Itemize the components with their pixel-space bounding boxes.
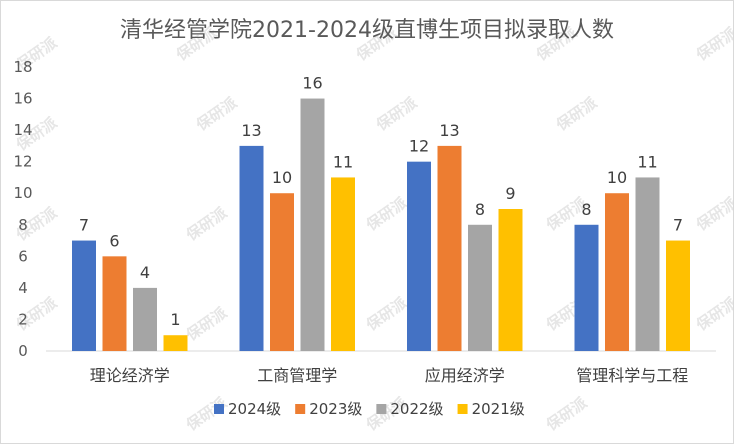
y-tick-label: 8 [18, 216, 28, 234]
x-tick-label: 工商管理学 [257, 366, 337, 385]
y-axis: 0 2 4 6 8 10 12 14 16 18 [13, 58, 32, 360]
data-label: 16 [302, 74, 322, 93]
legend-label: 2024级 [228, 400, 281, 418]
y-tick-label: 18 [13, 58, 32, 76]
y-tick-label: 12 [13, 153, 32, 171]
bar [102, 256, 127, 351]
watermark-text: 保研派 [692, 293, 733, 335]
watermark-text: 保研派 [192, 93, 241, 135]
data-label: 8 [581, 200, 591, 219]
legend-label: 2021级 [472, 400, 525, 418]
bars-layer [72, 98, 690, 351]
y-tick-label: 16 [13, 90, 32, 108]
data-label: 6 [109, 231, 119, 250]
bar [270, 193, 294, 351]
y-tick-label: 14 [13, 121, 32, 139]
data-label: 11 [637, 152, 657, 171]
data-label: 4 [140, 263, 150, 282]
data-label: 8 [475, 200, 485, 219]
legend-label: 2023级 [309, 400, 362, 418]
bar [72, 240, 96, 351]
legend-swatch [295, 404, 306, 414]
bar [437, 145, 462, 351]
bar [498, 209, 523, 351]
bar [574, 224, 599, 351]
bar [468, 224, 492, 351]
data-label: 10 [607, 168, 627, 187]
x-tick-label: 应用经济学 [425, 366, 505, 385]
data-label: 1 [170, 310, 180, 329]
data-label: 10 [272, 168, 292, 187]
data-label: 11 [333, 152, 353, 171]
bar [666, 240, 690, 351]
watermark-text: 保研派 [182, 303, 231, 345]
legend: 2024级 2023级 2022级 2021级 [214, 400, 525, 418]
legend-swatch [457, 404, 468, 414]
watermark-text: 保研派 [542, 393, 591, 435]
bar [163, 335, 188, 351]
data-label: 7 [673, 216, 683, 235]
data-label: 9 [505, 184, 515, 203]
bar [635, 177, 660, 351]
x-axis: 理论经济学 工商管理学 应用经济学 管理科学与工程 [90, 366, 689, 385]
y-tick-label: 6 [18, 247, 28, 265]
legend-label: 2022级 [390, 400, 443, 418]
bar [605, 193, 629, 351]
data-label: 7 [79, 216, 89, 235]
bar [331, 177, 355, 351]
data-label: 13 [241, 121, 261, 140]
data-label: 13 [439, 121, 459, 140]
data-labels-layer: 7 6 4 1 13 10 16 11 12 13 8 9 8 10 11 7 [79, 74, 683, 330]
watermark-text: 保研派 [362, 193, 411, 235]
watermark-text: 保研派 [692, 23, 733, 65]
y-tick-label: 2 [18, 310, 28, 328]
x-tick-label: 管理科学与工程 [576, 366, 688, 385]
data-label: 12 [409, 137, 429, 156]
y-tick-label: 4 [18, 279, 28, 297]
watermark-text: 保研派 [552, 93, 601, 135]
bar [407, 161, 431, 351]
x-tick-label: 理论经济学 [90, 366, 170, 385]
bar [239, 145, 264, 351]
legend-swatch [376, 404, 387, 414]
y-tick-label: 10 [13, 184, 32, 202]
watermark-text: 保研派 [182, 203, 231, 245]
chart-title: 清华经管学院2021-2024级直博生项目拟录取人数 [120, 18, 614, 43]
bar [300, 98, 325, 351]
watermark-text: 保研派 [372, 93, 421, 135]
watermark-text: 保研派 [692, 193, 733, 235]
watermark-text: 保研派 [362, 293, 411, 335]
bar [133, 287, 157, 351]
legend-swatch [214, 404, 224, 414]
y-tick-label: 0 [18, 342, 28, 360]
